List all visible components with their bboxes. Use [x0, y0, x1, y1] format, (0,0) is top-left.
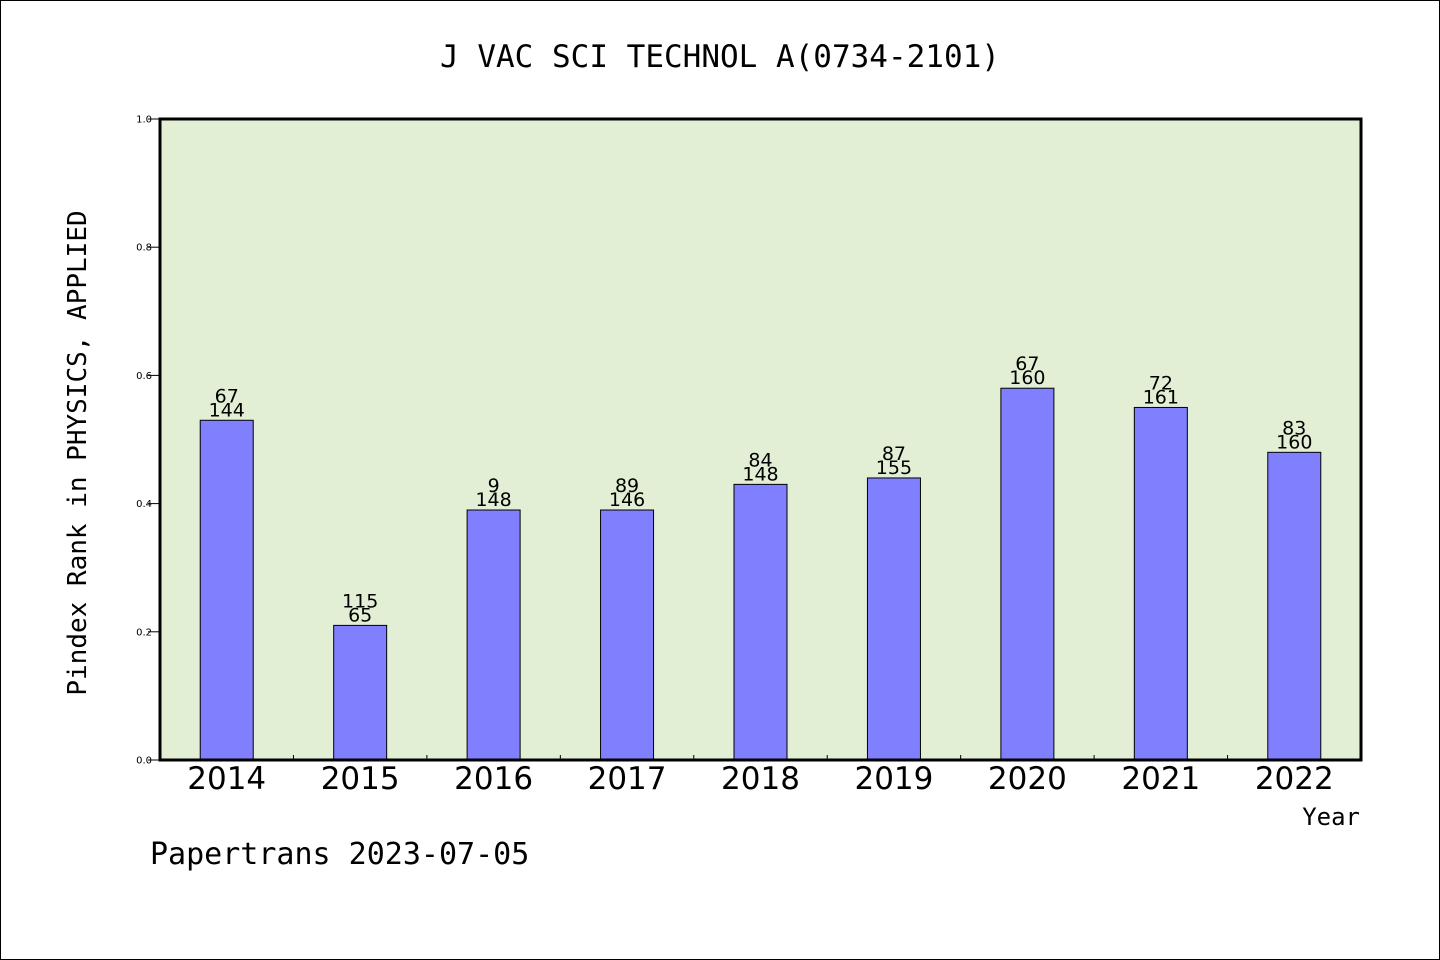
bar-2018 [733, 483, 788, 761]
bar-2014 [199, 419, 254, 761]
bar-2019 [866, 477, 921, 761]
x-tick-label-2020: 2020 [988, 761, 1067, 797]
bar-label-top-2018: 84 [748, 449, 772, 471]
bar-2017 [600, 509, 655, 761]
bar-2022 [1267, 451, 1322, 761]
bar-label-bottom-2020: 160 [1009, 367, 1045, 389]
x-tick-label-2022: 2022 [1255, 761, 1334, 797]
x-tick-label-2015: 2015 [321, 761, 400, 797]
bar-label-bottom-2015: 65 [348, 604, 372, 626]
bar-label-top-2014: 67 [215, 385, 239, 407]
bar-label-top-2019: 87 [882, 443, 906, 465]
bar-label-bottom-2021: 161 [1143, 386, 1179, 408]
chart-title: J VAC SCI TECHNOL A(0734-2101) [440, 39, 1000, 75]
x-tick-label-2019: 2019 [854, 761, 933, 797]
axis-ticks: 0.0 0.2 0.4 0.6 0.8 1.0 2014 2015 2016 2017 2018 20… [136, 115, 1334, 798]
x-tick-label-2018: 2018 [721, 761, 800, 797]
y-tick-label: 0.4 [136, 499, 152, 510]
bar-label-top-2020: 67 [1015, 353, 1039, 375]
x-axis-label: Year [1302, 803, 1360, 831]
bar-label-bottom-2016: 148 [475, 489, 511, 511]
bar-label-bottom-2018: 148 [742, 463, 778, 485]
bar-label-bottom-2014: 144 [209, 399, 245, 421]
bar-label-top-2021: 72 [1149, 372, 1173, 394]
y-tick-label: 0.8 [136, 243, 152, 254]
bar-label-bottom-2017: 146 [609, 489, 645, 511]
bar-2021 [1133, 406, 1188, 761]
bar-label-top-2017: 89 [615, 475, 639, 497]
bar-label-bottom-2022: 160 [1276, 431, 1312, 453]
bar-2020 [1000, 387, 1055, 761]
x-tick-label-2016: 2016 [454, 761, 533, 797]
y-tick-label: 0.6 [136, 371, 152, 382]
x-tick-label-2021: 2021 [1121, 761, 1200, 797]
bar-label-top-2022: 83 [1282, 417, 1306, 439]
y-tick-label: 0.0 [136, 756, 152, 767]
y-tick-label: 0.2 [136, 627, 152, 638]
bar-2015 [333, 624, 388, 761]
y-axis-label: Pindex Rank in PHYSICS, APPLIED [63, 210, 93, 695]
x-tick-label-2017: 2017 [588, 761, 667, 797]
bar-label-top-2015: 115 [342, 590, 378, 612]
x-tick-label-2014: 2014 [187, 761, 266, 797]
y-tick-label: 1.0 [136, 115, 152, 126]
footer-text: Papertrans 2023-07-05 [150, 837, 529, 872]
bar-label-top-2016: 9 [488, 475, 500, 497]
plot-border [158, 117, 1363, 762]
bar-2016 [466, 509, 521, 761]
bar-label-bottom-2019: 155 [876, 457, 912, 479]
